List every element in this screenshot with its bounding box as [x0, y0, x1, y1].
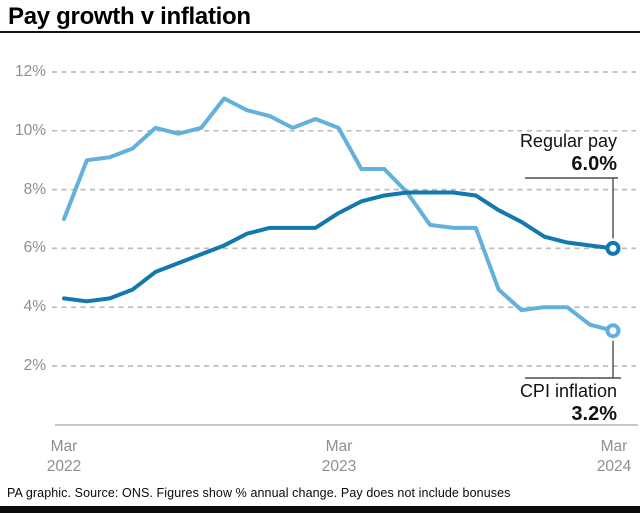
- y-tick-label: 12%: [14, 63, 46, 80]
- bottom-bar: [0, 506, 640, 513]
- page-title: Pay growth v inflation: [8, 3, 251, 30]
- annotation-cpi-inflation: CPI inflation 3.2%: [520, 380, 617, 426]
- y-tick-label: 10%: [14, 121, 46, 139]
- annotation-label: CPI inflation: [519, 381, 617, 401]
- title-rule: [0, 31, 640, 33]
- x-tick-mar-2022: Mar 2022: [47, 437, 81, 477]
- source-note: PA graphic. Source: ONS. Figures show % …: [7, 486, 511, 500]
- y-tick-label: 6%: [23, 239, 46, 257]
- x-tick-year: 2023: [321, 458, 357, 475]
- x-tick-month: Mar: [50, 438, 78, 455]
- annotation-regular-pay: Regular pay 6.0%: [520, 130, 617, 176]
- y-tick-label: 4%: [23, 298, 46, 316]
- x-tick-month: Mar: [600, 438, 628, 455]
- annotation-value: 6.0%: [571, 153, 617, 175]
- y-tick-label: 2%: [23, 357, 46, 374]
- x-tick-month: Mar: [325, 438, 353, 455]
- x-tick-year: 2022: [46, 458, 82, 475]
- annotation-value: 3.2%: [571, 403, 617, 425]
- y-tick-label: 8%: [23, 180, 46, 198]
- x-tick-year: 2024: [596, 458, 632, 475]
- annotation-label: Regular pay: [519, 131, 617, 151]
- x-tick-mar-2024: Mar 2024: [597, 437, 631, 477]
- x-tick-mar-2023: Mar 2023: [322, 437, 356, 477]
